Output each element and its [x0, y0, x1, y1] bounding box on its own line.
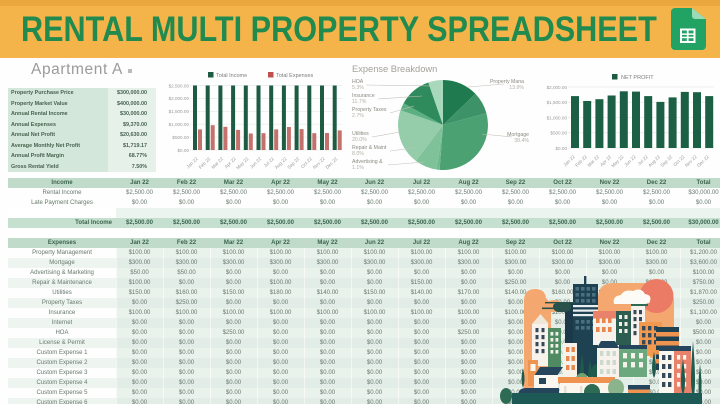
svg-text:Insurance: Insurance: [352, 93, 375, 99]
svg-text:11.7%: 11.7%: [352, 99, 367, 105]
svg-text:2.7%: 2.7%: [352, 113, 364, 119]
svg-text:8.0%: 8.0%: [352, 151, 364, 157]
svg-text:13.9%: 13.9%: [509, 85, 524, 91]
svg-text:Dec 22: Dec 22: [696, 154, 710, 168]
svg-text:Property Taxes: Property Taxes: [352, 107, 387, 113]
svg-text:Total Income: Total Income: [216, 73, 247, 79]
svg-text:Jan 22: Jan 22: [185, 156, 199, 170]
svg-text:Nov 22: Nov 22: [684, 154, 698, 168]
svg-text:Repair & Maint: Repair & Maint: [352, 145, 387, 151]
svg-text:$2,000.00: $2,000.00: [169, 96, 190, 101]
svg-text:$2,000.00: $2,000.00: [547, 85, 568, 90]
svg-text:Property Mana: Property Mana: [490, 79, 524, 85]
svg-text:1.1%: 1.1%: [352, 165, 364, 171]
svg-text:Total Expenses: Total Expenses: [276, 73, 314, 79]
svg-text:$0.00: $0.00: [178, 148, 190, 153]
svg-text:Utilities: Utilities: [352, 131, 369, 137]
svg-text:May 22: May 22: [235, 156, 250, 171]
svg-text:Nov 22: Nov 22: [312, 156, 326, 170]
svg-text:$500.00: $500.00: [172, 135, 189, 140]
svg-text:May 22: May 22: [610, 154, 625, 169]
svg-text:38.4%: 38.4%: [514, 138, 529, 144]
svg-text:$0.00: $0.00: [556, 146, 568, 151]
svg-text:5.3%: 5.3%: [352, 85, 364, 91]
svg-text:$1,500.00: $1,500.00: [169, 109, 190, 114]
svg-text:Aug 22: Aug 22: [647, 154, 661, 168]
svg-text:Mar 22: Mar 22: [586, 154, 600, 168]
svg-text:20.0%: 20.0%: [352, 137, 367, 143]
svg-text:HOA: HOA: [352, 79, 364, 85]
svg-text:Jun 22: Jun 22: [249, 156, 263, 170]
svg-text:Advertising &: Advertising &: [352, 159, 383, 165]
svg-text:$2,500.00: $2,500.00: [169, 83, 190, 88]
svg-text:$1,000.00: $1,000.00: [547, 115, 568, 120]
svg-text:Sep 22: Sep 22: [659, 154, 673, 168]
svg-text:Sep 22: Sep 22: [286, 156, 300, 170]
svg-text:NET PROFIT: NET PROFIT: [621, 75, 654, 81]
svg-text:Dec 22: Dec 22: [325, 156, 339, 170]
svg-text:Mortgage: Mortgage: [507, 132, 529, 138]
svg-text:Mar 22: Mar 22: [210, 156, 224, 170]
svg-text:$500.00: $500.00: [550, 131, 567, 136]
svg-text:Jun 22: Jun 22: [623, 154, 637, 168]
svg-text:Feb 22: Feb 22: [198, 156, 212, 170]
svg-text:$1,000.00: $1,000.00: [169, 122, 190, 127]
svg-text:$1,500.00: $1,500.00: [547, 100, 568, 105]
svg-text:Aug 22: Aug 22: [274, 156, 288, 170]
svg-text:Feb 22: Feb 22: [574, 154, 588, 168]
